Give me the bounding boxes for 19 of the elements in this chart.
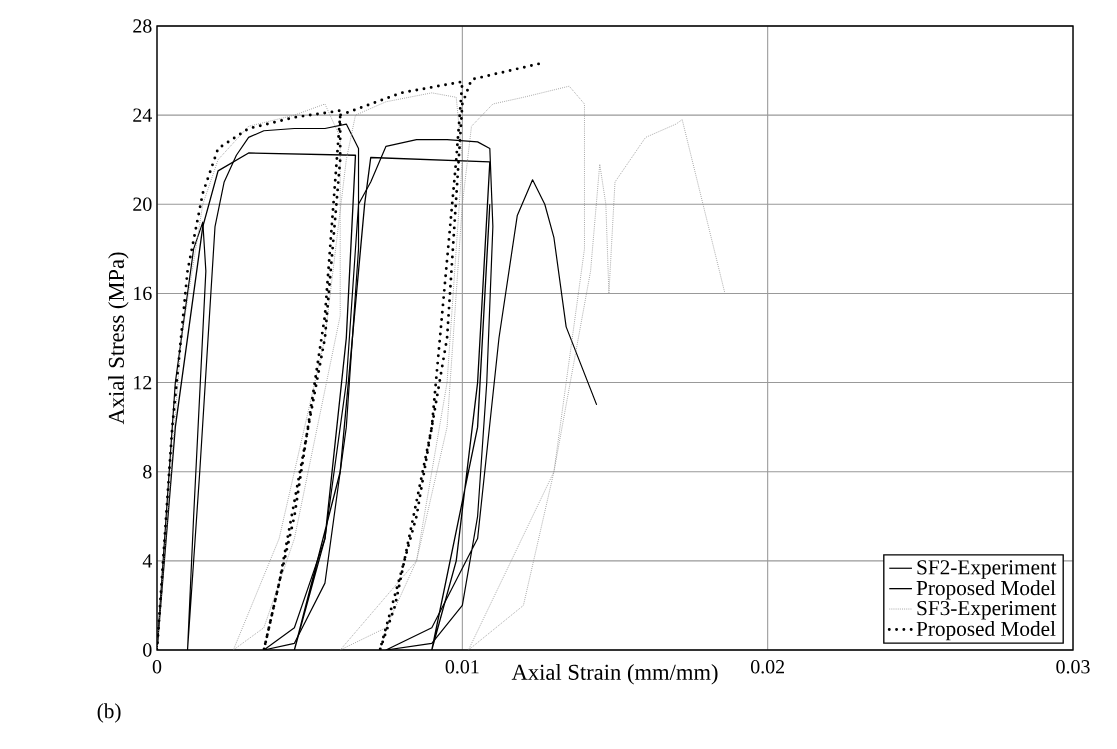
x-tick-label: 0: [152, 660, 162, 674]
legend-label: SF3-Experiment: [917, 601, 1057, 620]
y-tick-label: 0: [143, 643, 152, 657]
text: (b): [97, 703, 121, 723]
x-axis-title: Axial Strain (mm/mm): [511, 664, 718, 685]
y-tick-label: 8: [143, 464, 152, 479]
x-tick-label: 0.02: [750, 660, 784, 674]
x-tick-label: 0.01: [445, 660, 479, 674]
y-axis-title: Axial Stress (MPa): [108, 252, 129, 425]
y-tick-label: 12: [134, 375, 152, 390]
y-tick-label: 16: [134, 286, 152, 301]
y-tick-label: 4: [142, 554, 152, 568]
x-tick-label: 0.03: [1056, 660, 1090, 674]
legend-label: Proposed Model: [916, 621, 1056, 641]
y-tick-label: 20: [133, 197, 152, 211]
legend-label: Proposed Model: [916, 580, 1056, 600]
y-tick-label: 24: [133, 108, 152, 122]
y-tick-label: 28: [133, 19, 152, 33]
legend-label: SF2-Experiment: [917, 560, 1057, 579]
